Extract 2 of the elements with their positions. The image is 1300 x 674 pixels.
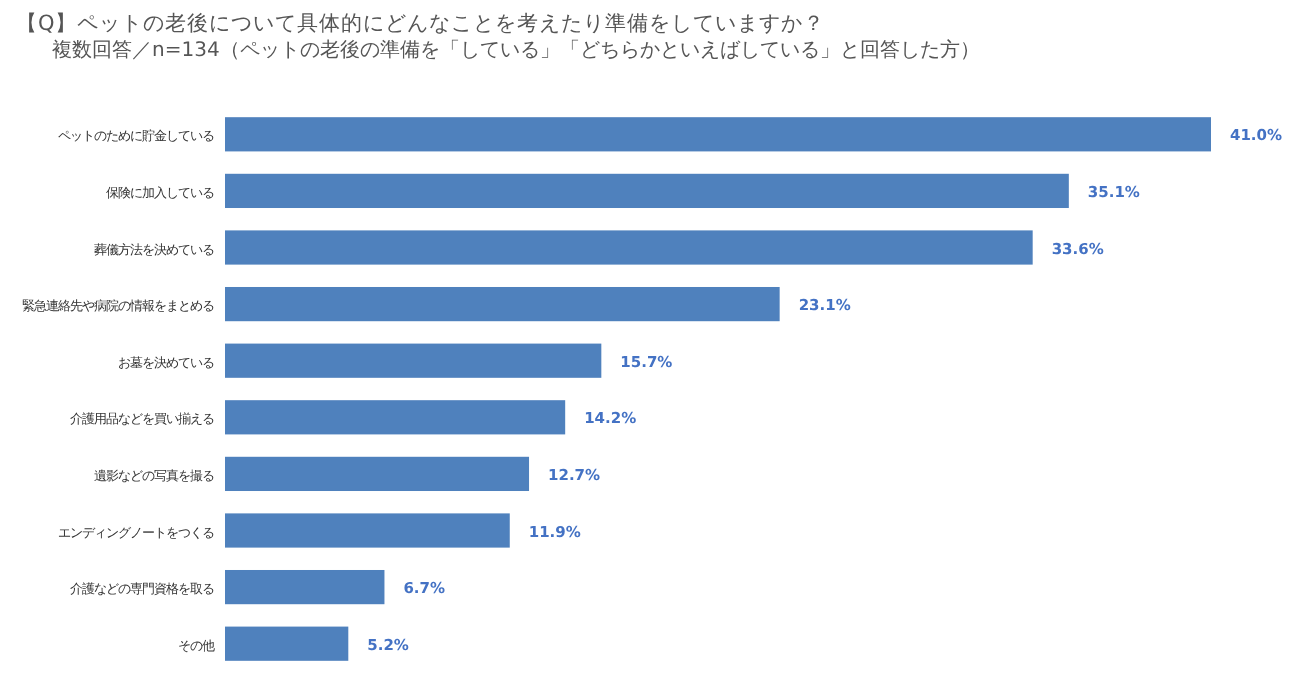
title: 【Q】ペットの老後について具体的にどんなことを考えたり準備をしていますか？: [16, 12, 825, 36]
subtitle: 複数回答／n=134（ペットの老後の準備を「している」「どちらかといえばしている」と回答した方）: [52, 40, 980, 62]
